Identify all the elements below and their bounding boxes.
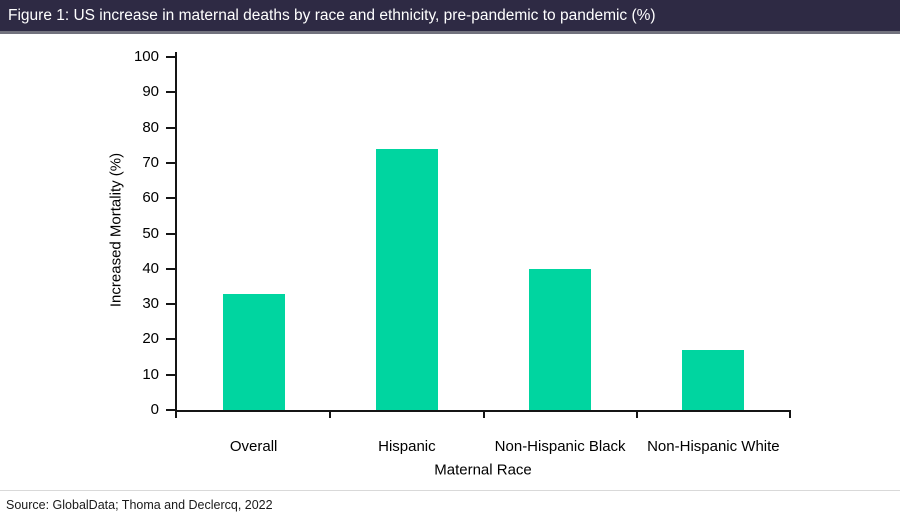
- bar: [222, 293, 285, 410]
- x-tick: [789, 410, 791, 418]
- y-tick-label: 10: [142, 365, 159, 383]
- y-axis-line: [175, 52, 177, 417]
- y-tick-label: 70: [142, 153, 159, 171]
- y-tick-label: 60: [142, 189, 159, 207]
- bar: [682, 349, 745, 410]
- y-tick-label: 90: [142, 83, 159, 101]
- y-tick: [166, 303, 175, 306]
- bar: [529, 268, 592, 410]
- y-tick: [166, 338, 175, 341]
- x-tick: [175, 410, 177, 418]
- figure-title: Figure 1: US increase in maternal deaths…: [8, 6, 656, 24]
- y-tick: [166, 91, 175, 94]
- y-tick: [166, 232, 175, 235]
- y-tick-label: 0: [150, 401, 159, 418]
- y-tick-label: 100: [133, 48, 159, 65]
- bar: [375, 148, 438, 410]
- footer-divider: [0, 490, 900, 491]
- x-tick: [635, 410, 638, 418]
- y-tick: [166, 56, 175, 58]
- x-axis-category-label: Non-Hispanic Black: [494, 438, 626, 455]
- x-axis-category-label: Overall: [229, 438, 278, 455]
- y-tick: [166, 126, 175, 129]
- x-axis-category-label: Hispanic: [378, 438, 436, 455]
- source-text: Source: GlobalData; Thoma and Declercq, …: [6, 498, 273, 512]
- figure-title-bar: Figure 1: US increase in maternal deaths…: [0, 0, 900, 31]
- x-axis-title: Maternal Race: [434, 461, 532, 479]
- y-tick-label: 30: [142, 295, 159, 313]
- plot-area: 0 10 20 30 40 50 60 70 80 90 100 Overall Hispanic Non…: [134, 48, 791, 455]
- y-tick: [166, 373, 175, 376]
- y-tick-label: 40: [142, 259, 159, 277]
- header-divider: [0, 31, 900, 34]
- y-tick-label: 20: [142, 330, 159, 348]
- y-tick-label: 80: [142, 118, 159, 136]
- y-tick: [166, 267, 175, 270]
- chart-area: 0 10 20 30 40 50 60 70 80 90 100 Overall Hispanic Non…: [0, 34, 900, 490]
- x-axis-category-label: Non-Hispanic White: [647, 438, 780, 455]
- y-tick: [166, 161, 175, 164]
- y-tick: [166, 409, 175, 411]
- y-tick-label: 50: [142, 224, 159, 242]
- x-tick: [482, 410, 485, 418]
- x-tick: [329, 410, 332, 418]
- y-tick: [166, 197, 175, 200]
- y-axis-title: Increased Mortality (%): [107, 152, 125, 308]
